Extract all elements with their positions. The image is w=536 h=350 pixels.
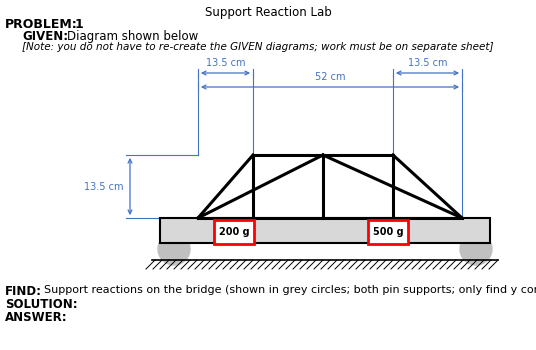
Text: 13.5 cm: 13.5 cm [85,182,124,191]
Text: Support reactions on the bridge (shown in grey circles; both pin supports; only : Support reactions on the bridge (shown i… [44,285,536,295]
Circle shape [158,233,190,265]
Text: 1: 1 [75,18,84,31]
Text: Diagram shown below: Diagram shown below [67,30,198,43]
Text: ANSWER:: ANSWER: [5,311,68,324]
Text: 52 cm: 52 cm [315,72,345,82]
Text: PROBLEM:: PROBLEM: [5,18,78,31]
Text: [Note: you do not have to re-create the GIVEN diagrams; work must be on separate: [Note: you do not have to re-create the … [22,42,494,52]
Text: 13.5 cm: 13.5 cm [408,58,447,68]
Text: SOLUTION:: SOLUTION: [5,298,78,311]
Circle shape [460,233,492,265]
Text: 13.5 cm: 13.5 cm [206,58,245,68]
Bar [160,218,490,243]
Text: 500 g: 500 g [373,227,403,237]
Text: FIND:: FIND: [5,285,42,298]
Bar [214,220,254,244]
Text: 200 g: 200 g [219,227,249,237]
Text: Support Reaction Lab: Support Reaction Lab [205,6,331,19]
Bar [368,220,408,244]
Text: GIVEN:: GIVEN: [22,30,68,43]
